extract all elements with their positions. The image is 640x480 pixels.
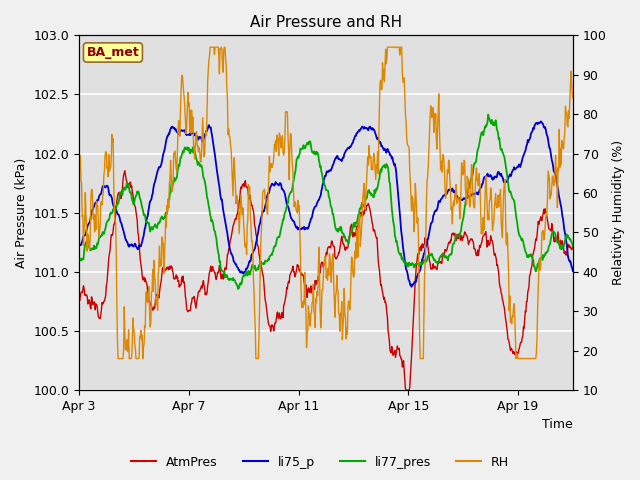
Legend: AtmPres, li75_p, li77_pres, RH: AtmPres, li75_p, li77_pres, RH	[126, 451, 514, 474]
Y-axis label: Air Pressure (kPa): Air Pressure (kPa)	[15, 157, 28, 268]
Text: BA_met: BA_met	[86, 46, 140, 59]
Y-axis label: Relativity Humidity (%): Relativity Humidity (%)	[612, 140, 625, 285]
X-axis label: Time: Time	[542, 419, 573, 432]
Title: Air Pressure and RH: Air Pressure and RH	[250, 15, 402, 30]
